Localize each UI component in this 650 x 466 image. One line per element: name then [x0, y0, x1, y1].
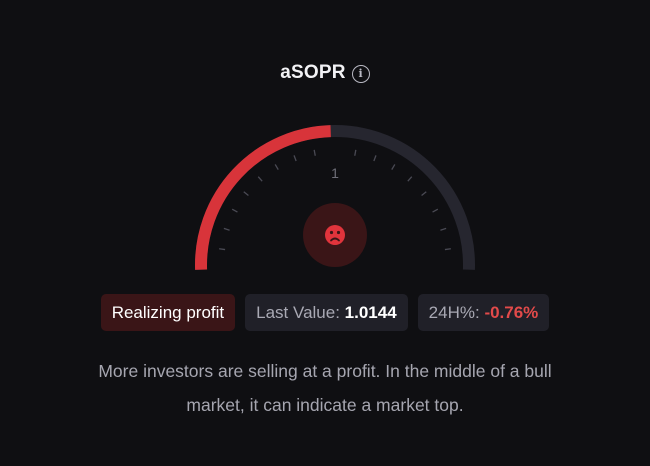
gauge-center-label: 1: [331, 165, 339, 181]
signal-label: Realizing profit: [111, 303, 225, 322]
widget-title: aSOPR: [280, 62, 346, 83]
gauge-tick: [293, 155, 297, 162]
change-24h-label: 24H%:: [428, 303, 480, 322]
gauge-tick: [219, 248, 226, 251]
status-row: Realizing profit Last Value: 1.0144 24H%…: [0, 294, 650, 331]
last-value: 1.0144: [344, 303, 397, 322]
signal-badge: Realizing profit: [100, 294, 236, 331]
gauge-fill: [195, 125, 331, 270]
gauge-tick: [223, 227, 230, 231]
gauge-ticks: [219, 149, 451, 251]
gauge-tick: [391, 164, 396, 170]
gauge-tick: [440, 227, 447, 231]
gauge-tick: [373, 155, 377, 162]
gauge-tick: [257, 176, 263, 182]
gauge-tick: [407, 176, 413, 182]
gauge-tick: [421, 191, 427, 197]
gauge-tick: [231, 208, 238, 213]
indicator-description: More investors are selling at a profit. …: [98, 361, 552, 415]
gauge-tick: [274, 164, 279, 170]
gauge-tick: [243, 191, 249, 197]
info-circle-icon[interactable]: i: [351, 65, 370, 83]
last-value-badge: Last Value: 1.0144: [245, 294, 408, 331]
change-24h-badge: 24H%: -0.76%: [417, 294, 550, 331]
gauge-tick: [432, 208, 439, 213]
sad-face-icon: [303, 203, 367, 267]
widget-title-row: aSOPR i: [0, 62, 650, 84]
last-value-label: Last Value:: [256, 303, 340, 322]
gauge-tick: [354, 149, 357, 156]
gauge: 1: [195, 125, 475, 270]
gauge-tick: [313, 149, 316, 156]
gauge-tick: [444, 248, 451, 251]
change-24h-value: -0.76%: [484, 303, 539, 322]
